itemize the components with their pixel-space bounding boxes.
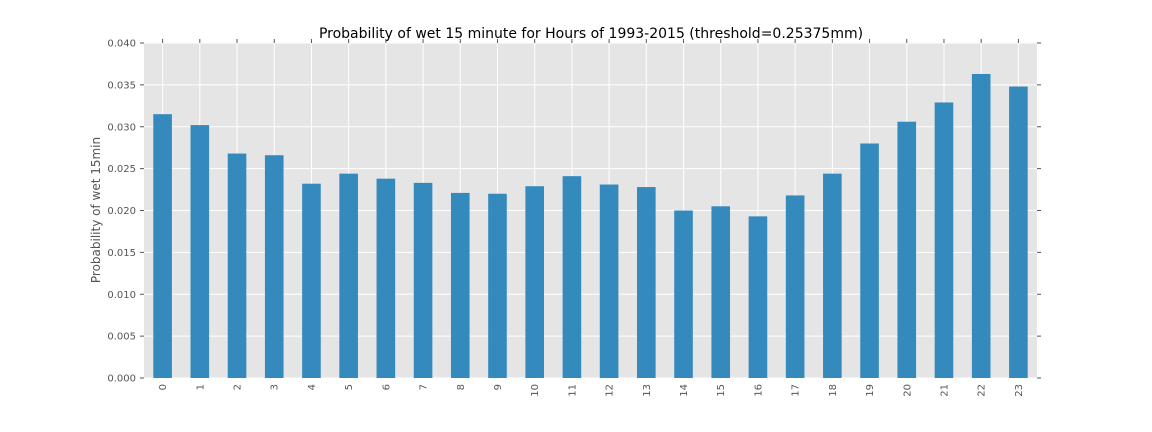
- x-tick-label: 15: [716, 384, 727, 397]
- bar-hour-16: [748, 216, 768, 378]
- x-tick-label: 17: [791, 384, 802, 397]
- y-axis: 0.000 0.005 0.010 0.015 0.020 0.025 0.030 0.035…: [107, 39, 1041, 385]
- bar-hour-22: [971, 73, 991, 379]
- y-tick-label: 0.040: [107, 39, 136, 50]
- x-tick-label: 14: [679, 384, 690, 397]
- bar-hour-23: [1009, 86, 1028, 379]
- x-tick-label: 20: [902, 384, 913, 397]
- bar-hour-3: [264, 155, 284, 378]
- y-tick-label: 0.000: [107, 374, 136, 385]
- bar-hour-19: [860, 143, 879, 378]
- x-tick-label: 23: [1014, 384, 1025, 397]
- bar-hour-11: [562, 176, 582, 378]
- x-tick-label: 2: [233, 384, 244, 390]
- x-tick-label: 3: [270, 384, 281, 390]
- bar-hour-4: [302, 183, 321, 378]
- bar-hour-13: [637, 187, 656, 378]
- x-tick-label: 12: [605, 384, 616, 397]
- bar-hour-17: [785, 195, 805, 378]
- y-tick-label: 0.025: [107, 164, 136, 175]
- bar-hour-6: [376, 178, 396, 378]
- x-tick-label: 19: [865, 384, 876, 397]
- y-tick-label: 0.020: [107, 206, 136, 217]
- y-axis-label: Probability of wet 15min: [89, 137, 103, 283]
- x-tick-label: 9: [493, 384, 504, 390]
- x-tick-label: 16: [753, 384, 764, 397]
- bars: [153, 73, 1028, 379]
- bar-hour-9: [488, 193, 507, 378]
- x-tick-label: 0: [158, 384, 169, 390]
- bar-hour-2: [227, 153, 247, 378]
- x-tick-label: 22: [977, 384, 988, 397]
- chart-title: Probability of wet 15 minute for Hours o…: [319, 26, 863, 42]
- bar-hour-12: [599, 184, 619, 378]
- x-tick-label: 1: [195, 384, 206, 390]
- bar-hour-14: [674, 210, 693, 378]
- bar-hour-1: [190, 125, 210, 378]
- x-tick-label: 11: [567, 384, 578, 397]
- bar-hour-0: [153, 114, 172, 378]
- x-axis: 0 1 2 3 4 5 6 7 8 9 10 11 12 13 14 15 16 17 18 19 20 21 22 23: [158, 39, 1025, 397]
- y-tick-label: 0.010: [107, 290, 136, 301]
- x-tick-label: 18: [828, 384, 839, 397]
- bar-hour-10: [525, 186, 544, 378]
- x-tick-label: 13: [642, 384, 653, 397]
- bar-hour-18: [823, 173, 842, 378]
- x-tick-label: 10: [530, 384, 541, 397]
- bar-hour-20: [897, 121, 917, 378]
- x-tick-label: 4: [307, 384, 318, 390]
- y-tick-label: 0.030: [107, 122, 136, 133]
- x-tick-label: 7: [419, 384, 430, 390]
- x-tick-label: 21: [939, 384, 950, 397]
- y-tick-label: 0.015: [107, 248, 136, 259]
- bar-hour-21: [934, 102, 954, 379]
- y-tick-label: 0.005: [107, 332, 136, 343]
- bar-hour-15: [711, 206, 731, 378]
- bar-hour-7: [413, 182, 433, 378]
- x-tick-label: 5: [344, 384, 355, 390]
- x-tick-label: 6: [381, 384, 392, 390]
- y-tick-label: 0.035: [107, 80, 136, 91]
- x-tick-label: 8: [456, 384, 467, 390]
- bar-hour-5: [339, 173, 358, 378]
- bar-hour-8: [450, 192, 470, 378]
